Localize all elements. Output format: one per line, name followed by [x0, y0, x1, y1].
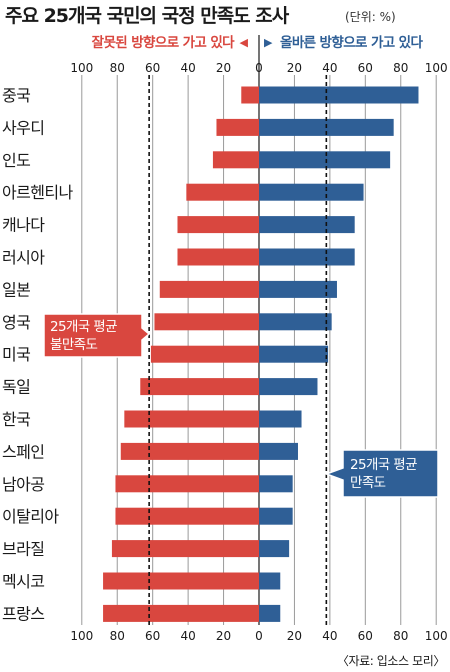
bar-negative [111, 540, 259, 558]
callout-text: 불만족도 [50, 337, 97, 353]
category-label: 미국 [2, 345, 30, 364]
bar-negative [241, 86, 259, 104]
bar-positive [259, 280, 337, 298]
callout-box [43, 313, 151, 358]
source-note: 〈자료: 입소스 모리〉 [337, 654, 445, 668]
tick-label: 100 [70, 629, 93, 643]
category-label: 독일 [2, 378, 30, 397]
bar-negative [140, 378, 259, 396]
callout-text: 25개국 평균 [50, 319, 117, 335]
category-label: 영국 [2, 313, 30, 332]
bar-negative [216, 118, 259, 136]
category-label: 브라질 [2, 540, 44, 559]
bar-positive [259, 410, 302, 428]
bar-positive [259, 183, 364, 201]
callout-box [324, 449, 439, 498]
category-label: 스페인 [2, 442, 44, 461]
category-label: 인도 [2, 151, 30, 170]
bar-positive [259, 248, 355, 266]
bar-negative [186, 183, 259, 201]
top-tick-labels: 100 80 60 40 20 0 20 40 60 80 100 [70, 61, 447, 75]
bar-positive [259, 540, 290, 558]
bar-positive [259, 151, 391, 169]
category-label: 사우디 [2, 118, 44, 137]
category-label: 프랑스 [2, 604, 44, 623]
tick-label: 0 [255, 61, 263, 75]
bar-negative [115, 475, 259, 493]
bar-positive [259, 475, 293, 493]
tick-label: 80 [110, 629, 125, 643]
bar-negative [212, 151, 259, 169]
tick-label: 80 [110, 61, 125, 75]
tick-label: 60 [358, 629, 373, 643]
bar-negative [120, 442, 259, 460]
bar-positive [259, 378, 318, 396]
legend-left-arrow: ◀ [240, 36, 249, 49]
legend-right-arrow: ▶ [264, 36, 273, 49]
bars-layer [103, 86, 419, 622]
bar-positive [259, 313, 332, 331]
bar-negative [103, 572, 260, 590]
category-label: 일본 [2, 280, 30, 299]
tick-label: 100 [425, 61, 448, 75]
bar-negative [154, 313, 259, 331]
tick-label: 60 [145, 629, 160, 643]
tick-label: 20 [287, 61, 302, 75]
bar-negative [103, 604, 260, 622]
legend-negative-label: 잘못된 방향으로 가고 있다 [92, 34, 235, 51]
tick-label: 40 [322, 61, 337, 75]
tick-label: 40 [322, 629, 337, 643]
tick-label: 80 [393, 629, 408, 643]
bar-positive [259, 86, 419, 104]
bar-positive [259, 604, 281, 622]
category-label: 남아공 [2, 475, 44, 494]
tick-label: 40 [180, 61, 195, 75]
bar-negative [177, 216, 259, 234]
tick-label: 60 [358, 61, 373, 75]
tick-label: 20 [287, 629, 302, 643]
bar-positive [259, 442, 298, 460]
bar-negative [150, 345, 259, 363]
callout-text: 만족도 [350, 475, 386, 491]
bar-negative [115, 507, 259, 525]
tick-label: 60 [145, 61, 160, 75]
tick-label: 20 [216, 629, 231, 643]
category-label: 멕시코 [2, 572, 44, 591]
category-label: 아르헨티나 [2, 183, 73, 202]
chart-title: 주요 25개국 국민의 국정 만족도 조사 [5, 5, 290, 27]
category-label: 이탈리아 [2, 507, 59, 526]
category-label: 캐나다 [2, 216, 45, 235]
callout-text: 25개국 평균 [350, 457, 417, 473]
bar-positive [259, 572, 281, 590]
tick-label: 40 [180, 629, 195, 643]
bar-positive [259, 216, 355, 234]
bar-negative [177, 248, 259, 266]
bar-negative [159, 280, 259, 298]
bar-negative [124, 410, 259, 428]
tick-label: 100 [425, 629, 448, 643]
tick-label: 80 [393, 61, 408, 75]
unit-note: (단위: %) [345, 10, 396, 24]
category-label: 한국 [2, 410, 30, 429]
category-labels: 중국사우디인도아르헨티나캐나다러시아일본영국미국독일한국스페인남아공이탈리아브라… [2, 86, 74, 623]
bar-positive [259, 345, 329, 363]
category-label: 중국 [2, 86, 30, 105]
bar-positive [259, 507, 293, 525]
legend-positive-label: 올바른 방향으로 가고 있다 [280, 34, 423, 51]
tick-label: 0 [255, 629, 263, 643]
tick-label: 100 [70, 61, 93, 75]
category-label: 러시아 [2, 248, 45, 267]
tick-label: 20 [216, 61, 231, 75]
bottom-tick-labels: 100 80 60 40 20 0 20 40 60 80 100 [70, 629, 447, 643]
reference-lines-layer [148, 75, 328, 625]
